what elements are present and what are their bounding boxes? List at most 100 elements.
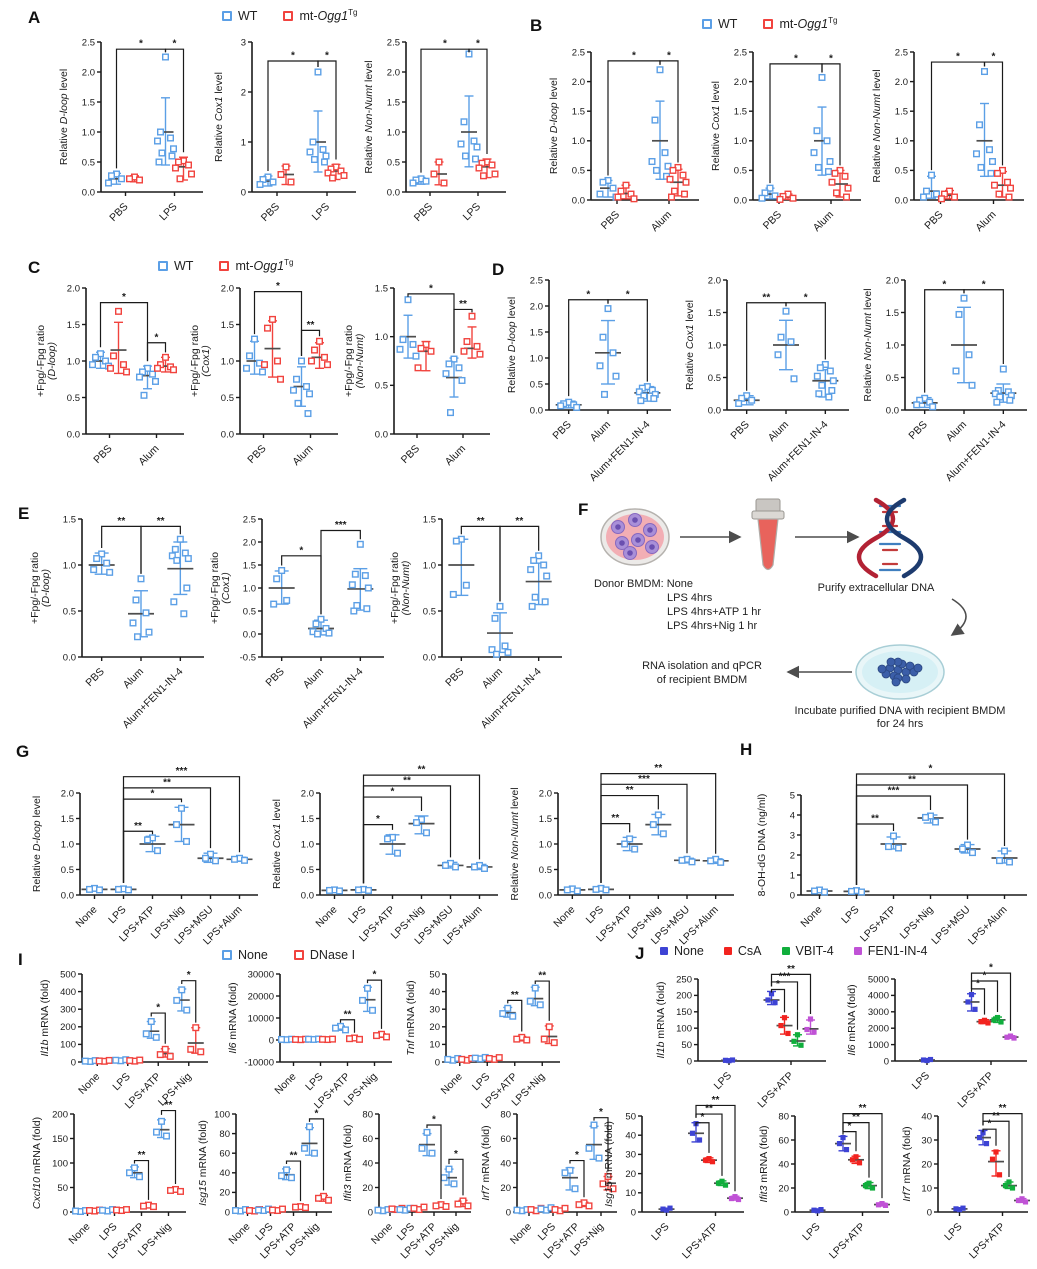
svg-text:40: 40 [625,1131,636,1142]
svg-text:**: ** [852,1112,860,1123]
svg-text:1.0: 1.0 [67,356,80,367]
panel-g-label: G [16,742,30,761]
svg-text:*: * [122,292,126,303]
svg-text:2.0: 2.0 [734,77,747,88]
svg-text:Alum: Alum [811,208,837,234]
svg-text:**: ** [908,775,916,786]
svg-text:2.0: 2.0 [221,283,234,294]
incubate-caption: Incubate purified DNA with recipient BMD… [795,705,1006,730]
svg-text:LPS: LPS [649,1221,672,1244]
svg-text:*: * [391,787,395,798]
svg-text:**: ** [403,775,411,786]
svg-text:4: 4 [790,810,795,821]
svg-text:2: 2 [790,850,795,861]
svg-text:**: ** [999,1103,1007,1114]
svg-text:0.5: 0.5 [708,373,721,384]
legend-item-wt: WT [158,259,193,273]
svg-text:1.0: 1.0 [572,136,585,147]
svg-text:60: 60 [362,1134,373,1145]
legend-item-none: None [222,948,268,962]
svg-text:0.5: 0.5 [895,166,908,177]
svg-text:**: ** [157,516,165,527]
svg-text:+Fpg/-Fpg ratio: +Fpg/-Fpg ratio [29,552,41,624]
svg-text:0: 0 [631,1207,636,1218]
svg-text:0: 0 [687,1056,692,1067]
legend-item-dnase-i: DNase I [293,948,355,962]
svg-text:LPS: LPS [712,1070,735,1093]
rna-isolation-text: RNA isolation and qPCR of recipient BMDM [642,660,762,686]
svg-text:PBS: PBS [761,209,784,232]
svg-text:PBS: PBS [399,443,422,466]
svg-text:30: 30 [429,1005,440,1016]
svg-text:None: None [439,1071,465,1097]
legend-marker-icon [781,947,790,955]
svg-text:+Fpg/-Fpg ratio: +Fpg/-Fpg ratio [389,552,401,624]
sample-tube-icon [751,498,785,571]
svg-text:Alum: Alum [973,208,999,234]
svg-text:0.0: 0.0 [63,652,76,663]
svg-text:*: * [151,789,155,800]
svg-text:None: None [551,904,577,930]
svg-text:50: 50 [57,1183,68,1194]
svg-text:PBS: PBS [412,201,435,224]
svg-text:1.5: 1.5 [886,308,899,319]
chart-b-cox1: 0.0 0.5 1.0 1.5 2.0 2.5 Relative Cox1 level PBS… [710,47,861,234]
legend-item-mt-ogg1: mt-Ogg1Tg [763,16,837,31]
svg-text:LPS: LPS [942,1221,965,1244]
svg-text:Il1b mRNA (fold): Il1b mRNA (fold) [655,981,667,1058]
svg-text:Relative Cox1 level: Relative Cox1 level [710,81,722,171]
svg-text:*: * [929,764,933,775]
svg-text:None: None [226,1221,252,1247]
svg-text:1.5: 1.5 [243,560,256,571]
svg-text:0.0: 0.0 [895,195,908,206]
svg-text:**: ** [787,964,795,975]
svg-text:20: 20 [429,1022,440,1033]
svg-text:1000: 1000 [868,1040,889,1051]
svg-text:2: 2 [241,87,246,98]
svg-text:*: * [988,1119,992,1130]
svg-text:LPS+Nig: LPS+Nig [898,904,936,942]
legend-item-wt: WT [702,17,737,31]
svg-text:of recipient BMDM: of recipient BMDM [657,674,747,686]
svg-text:1.0: 1.0 [539,839,552,850]
svg-text:0.0: 0.0 [734,195,747,206]
legend-marker-icon [219,260,230,271]
svg-text:*: * [632,50,636,61]
svg-text:**: ** [290,1151,298,1162]
svg-text:**: ** [712,1095,720,1106]
svg-text:80: 80 [500,1109,511,1120]
svg-text:20: 20 [921,1159,932,1170]
svg-text:LPS 4hrs+ATP 1 hr: LPS 4hrs+ATP 1 hr [667,606,761,618]
svg-text:**: ** [511,990,519,1001]
svg-text:0.0: 0.0 [243,629,256,640]
svg-text:Donor BMDM: None: Donor BMDM: None [594,578,693,590]
svg-text:None: None [272,1071,298,1097]
svg-text:PBS: PBS [245,443,268,466]
legend-marker-icon [283,10,294,21]
svg-text:Relative D-loop level: Relative D-loop level [506,297,518,393]
svg-text:*: * [155,332,159,343]
svg-text:0: 0 [790,890,795,901]
svg-text:2.0: 2.0 [61,788,74,799]
svg-text:(D-loop): (D-loop) [40,569,52,607]
workflow-diagram: Donor BMDM: None LPS 4hrs LPS 4hrs+ATP 1… [594,497,1006,730]
svg-text:80: 80 [219,1129,230,1140]
svg-text:0.5: 0.5 [530,379,543,390]
svg-text:1.0: 1.0 [82,127,95,138]
svg-text:PBS: PBS [728,419,751,442]
svg-text:400: 400 [60,987,76,998]
svg-text:***: *** [335,520,347,531]
svg-text:**: ** [163,777,171,788]
svg-text:LPS: LPS [584,904,607,927]
svg-text:20: 20 [219,1188,230,1199]
svg-text:LPS: LPS [346,904,369,927]
svg-text:1.0: 1.0 [301,839,314,850]
svg-text:0.0: 0.0 [67,429,80,440]
recipient-dish-icon [855,644,945,700]
svg-text:50: 50 [681,1040,692,1051]
svg-text:Relative D-loop level: Relative D-loop level [31,796,43,892]
svg-text:LPS: LPS [800,1221,823,1244]
legend-panel-c: WT mt-Ogg1Tg [158,258,293,273]
